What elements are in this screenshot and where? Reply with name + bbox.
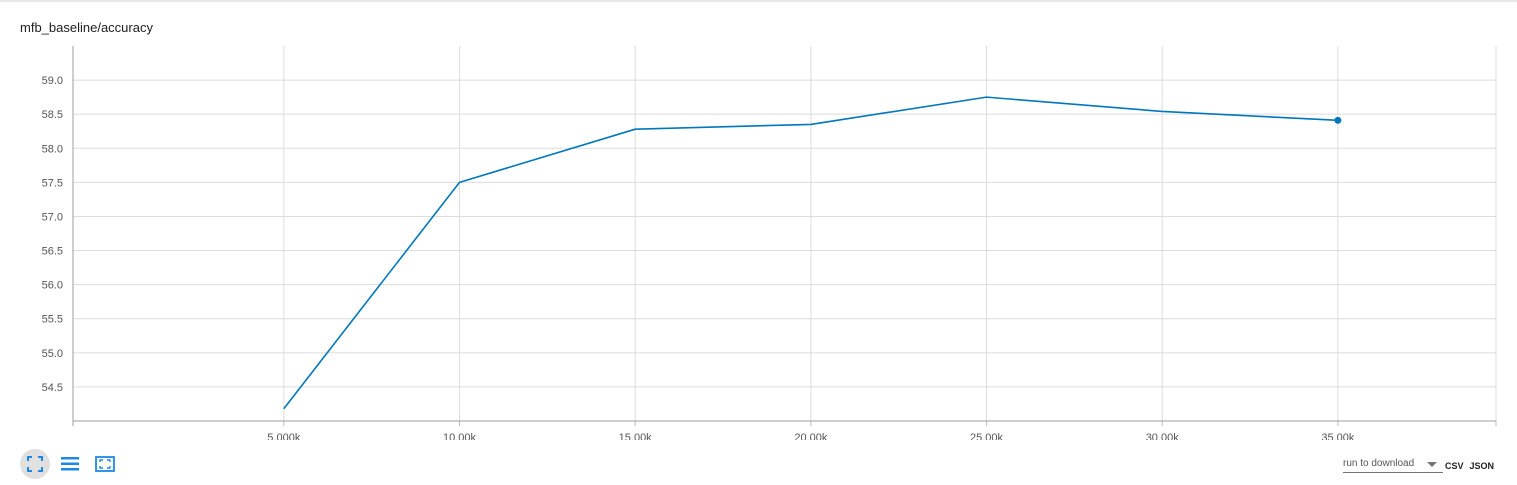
x-tick-label: 5.000k xyxy=(267,432,301,440)
csv-link[interactable]: CSV xyxy=(1445,460,1464,471)
line-chart: 54.5 55.0 55.5 56.0 56.5 57.0 57.5 58.0 58.5 59.0… xyxy=(42,46,1497,440)
top-divider xyxy=(0,0,1517,2)
fit-domain-icon xyxy=(27,456,43,472)
y-tick-label: 57.5 xyxy=(42,177,63,189)
series-line xyxy=(283,96,1338,410)
y-tick-label: 54.5 xyxy=(42,382,63,394)
run-download-label: run to download xyxy=(1343,458,1415,469)
x-tick-label: 20.00k xyxy=(794,432,828,440)
axes xyxy=(72,46,1497,426)
chart-toolbar xyxy=(20,449,125,479)
x-tick-label: 35.00k xyxy=(1321,432,1355,440)
y-tick-label: 56.0 xyxy=(42,280,63,292)
run-download-select[interactable]: run to download xyxy=(1343,458,1443,473)
json-link[interactable]: JSON xyxy=(1469,460,1495,471)
x-tick-label: 10.00k xyxy=(443,432,477,440)
grid xyxy=(73,46,1497,421)
x-axis-labels: 5.000k 10.00k 15.00k 20.00k 25.00k 30.00k 35.0… xyxy=(267,432,1355,440)
y-tick-label: 57.0 xyxy=(42,211,63,223)
series xyxy=(283,96,1342,410)
y-tick-label: 56.5 xyxy=(42,246,63,258)
x-tick-label: 15.00k xyxy=(619,432,653,440)
download-controls: run to download CSV JSON xyxy=(1343,458,1498,473)
chart-title: mfb_baseline/accuracy xyxy=(20,20,153,35)
y-tick-label: 59.0 xyxy=(42,75,63,87)
y-tick-label: 58.0 xyxy=(42,143,63,155)
y-tick-label: 55.5 xyxy=(42,314,63,326)
fit-domain-button[interactable] xyxy=(20,449,50,479)
expand-icon xyxy=(95,456,115,472)
chevron-down-icon xyxy=(1427,462,1437,467)
log-scale-button[interactable] xyxy=(55,449,85,479)
x-tick-label: 30.00k xyxy=(1146,432,1180,440)
y-tick-label: 55.0 xyxy=(42,348,63,360)
log-scale-icon xyxy=(61,457,79,471)
last-point-marker xyxy=(1334,116,1342,124)
x-tick-label: 25.00k xyxy=(970,432,1004,440)
y-tick-label: 58.5 xyxy=(42,109,63,121)
y-axis-labels: 54.5 55.0 55.5 56.0 56.5 57.0 57.5 58.0 58.5 59.0 xyxy=(42,75,63,394)
expand-button[interactable] xyxy=(90,449,120,479)
